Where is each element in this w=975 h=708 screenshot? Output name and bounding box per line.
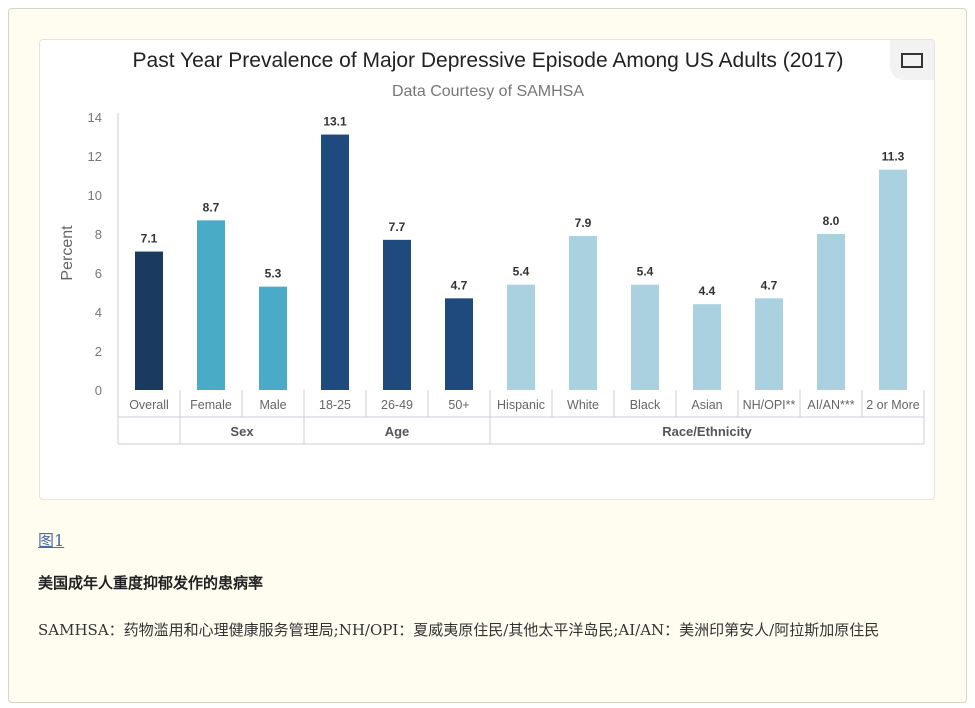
bar-nh-opi- bbox=[755, 298, 783, 390]
x-tick-label: 26-49 bbox=[381, 398, 413, 412]
bar-female bbox=[197, 220, 225, 390]
data-label: 7.7 bbox=[389, 220, 406, 234]
figure-link[interactable]: 图1 bbox=[38, 531, 65, 550]
x-tick-label: White bbox=[567, 398, 599, 412]
bar-ai-an- bbox=[817, 234, 845, 390]
x-tick-label: 18-25 bbox=[319, 398, 351, 412]
chart-card: Past Year Prevalence of Major Depressive… bbox=[39, 39, 935, 500]
data-label: 4.4 bbox=[699, 284, 716, 298]
x-tick-label: Asian bbox=[691, 398, 722, 412]
bar-50- bbox=[445, 298, 473, 390]
x-tick-label: Male bbox=[259, 398, 286, 412]
bar-asian bbox=[693, 304, 721, 390]
data-label: 7.1 bbox=[141, 232, 158, 246]
y-tick-label: 2 bbox=[95, 344, 102, 359]
data-label: 5.4 bbox=[637, 265, 654, 279]
x-tick-label: Female bbox=[190, 398, 232, 412]
x-tick-label: NH/OPI** bbox=[743, 398, 796, 412]
x-tick-label: 2 or More bbox=[866, 398, 920, 412]
y-axis-label: Percent bbox=[59, 225, 76, 281]
data-label: 8.0 bbox=[823, 214, 840, 228]
y-tick-label: 0 bbox=[95, 383, 102, 398]
x-tick-label: Black bbox=[630, 398, 661, 412]
x-tick-label: Overall bbox=[129, 398, 169, 412]
data-label: 7.9 bbox=[575, 216, 592, 230]
data-label: 5.3 bbox=[265, 267, 282, 281]
data-label: 4.7 bbox=[451, 278, 468, 292]
data-label: 8.7 bbox=[203, 200, 220, 214]
x-tick-label: AI/AN*** bbox=[807, 398, 854, 412]
group-label: Sex bbox=[230, 424, 254, 439]
group-label: Age bbox=[385, 424, 410, 439]
group-label: Race/Ethnicity bbox=[662, 424, 752, 439]
bar-overall bbox=[135, 251, 163, 390]
data-label: 11.3 bbox=[882, 150, 905, 164]
bar-2-or-more bbox=[879, 169, 907, 390]
y-tick-label: 4 bbox=[95, 305, 102, 320]
x-tick-label: 50+ bbox=[448, 398, 469, 412]
y-tick-label: 14 bbox=[88, 110, 102, 125]
bar-black bbox=[631, 284, 659, 390]
figure-caption: 美国成年人重度抑郁发作的患病率 bbox=[38, 574, 264, 592]
chart-subtitle: Data Courtesy of SAMHSA bbox=[392, 83, 584, 100]
bar-hispanic bbox=[507, 284, 535, 390]
bar-male bbox=[259, 286, 287, 390]
data-label: 4.7 bbox=[761, 278, 778, 292]
bar-chart: Past Year Prevalence of Major Depressive… bbox=[59, 49, 925, 445]
data-label: 5.4 bbox=[513, 265, 530, 279]
y-tick-label: 10 bbox=[88, 188, 102, 203]
chart-title: Past Year Prevalence of Major Depressive… bbox=[133, 49, 844, 72]
expand-button[interactable] bbox=[890, 40, 934, 80]
bar-18-25 bbox=[321, 134, 349, 390]
bar-26-49 bbox=[383, 239, 411, 390]
y-tick-label: 12 bbox=[88, 149, 102, 164]
figure-note: SAMHSA：药物滥用和心理健康服务管理局;NH/OPI：夏威夷原住民/其他太平… bbox=[38, 621, 880, 639]
bar-white bbox=[569, 235, 597, 390]
x-tick-label: Hispanic bbox=[497, 398, 545, 412]
y-tick-label: 6 bbox=[95, 266, 102, 281]
expand-icon bbox=[901, 52, 923, 68]
data-label: 13.1 bbox=[323, 115, 347, 129]
y-tick-label: 8 bbox=[95, 227, 102, 242]
